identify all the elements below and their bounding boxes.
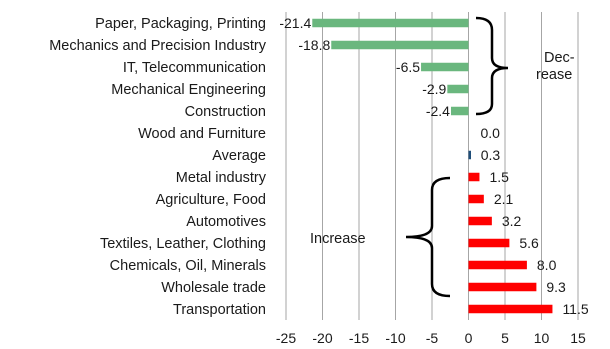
x-tick-label: -20	[312, 330, 332, 346]
category-label: Metal industry	[176, 170, 267, 186]
increase-label: Increase	[310, 231, 366, 247]
data-label: 2.1	[494, 191, 514, 207]
decrease-label-line1: Dec-	[544, 50, 575, 66]
category-label: Average	[212, 148, 266, 164]
x-tick-label: 10	[534, 330, 550, 346]
bar	[468, 194, 484, 204]
data-label: 5.6	[519, 235, 539, 251]
data-labels: -21.4 -18.8 -6.5-2.9 -2.4 0.0 0.3 1.5 2.1 3.2 5.6…	[279, 15, 589, 317]
data-label: 9.3	[546, 279, 566, 295]
category-label: Paper, Packaging, Printing	[95, 16, 266, 32]
data-label: 0.0	[481, 125, 501, 141]
x-tick-label: 15	[570, 330, 586, 346]
bar	[468, 172, 480, 182]
x-tick-labels: -25 -20 -15 -10 -5 0 5 10 15	[276, 330, 586, 346]
data-label: 3.2	[502, 213, 522, 229]
data-label: 0.3	[481, 147, 501, 163]
category-label: Wholesale trade	[161, 280, 266, 296]
category-label: Agriculture, Food	[156, 192, 266, 208]
category-labels: Paper, Packaging, Printing Mechanics and …	[49, 16, 267, 318]
category-label: Transportation	[173, 302, 266, 318]
data-label: -18.8	[298, 37, 330, 53]
decrease-brace	[475, 16, 509, 116]
category-label: IT, Telecommunication	[123, 60, 266, 76]
data-label: -2.9	[422, 81, 446, 97]
data-label: -21.4	[279, 15, 311, 31]
x-tick-label: -25	[276, 330, 296, 346]
bar	[468, 216, 492, 226]
category-label: Automotives	[186, 214, 266, 230]
x-tick-label: 0	[465, 330, 473, 346]
data-label: -2.4	[426, 103, 450, 119]
bar	[331, 40, 469, 50]
x-tick-label: -15	[349, 330, 369, 346]
category-label: Mechanical Engineering	[111, 82, 266, 98]
bar	[468, 260, 527, 270]
bar	[312, 18, 469, 28]
category-label: Mechanics and Precision Industry	[49, 38, 267, 54]
category-label: Textiles, Leather, Clothing	[100, 236, 266, 252]
bar	[468, 238, 510, 248]
category-label: Construction	[185, 104, 266, 120]
bar	[421, 62, 469, 72]
x-tick-label: -10	[385, 330, 405, 346]
data-label: 11.5	[562, 301, 588, 317]
x-tick-label: -5	[426, 330, 439, 346]
x-tick-label: 5	[501, 330, 509, 346]
bar	[447, 84, 469, 94]
data-label: 8.0	[537, 257, 557, 273]
bar	[468, 150, 471, 160]
data-label: -6.5	[396, 59, 420, 75]
bar	[468, 304, 553, 314]
category-label: Wood and Furniture	[138, 126, 266, 142]
decrease-label-line2: rease	[536, 67, 572, 83]
increase-brace	[405, 176, 451, 298]
bar	[450, 106, 469, 116]
data-label: 1.5	[489, 169, 509, 185]
bars	[312, 18, 553, 314]
category-label: Chemicals, Oil, Minerals	[110, 258, 266, 274]
bar	[468, 282, 537, 292]
